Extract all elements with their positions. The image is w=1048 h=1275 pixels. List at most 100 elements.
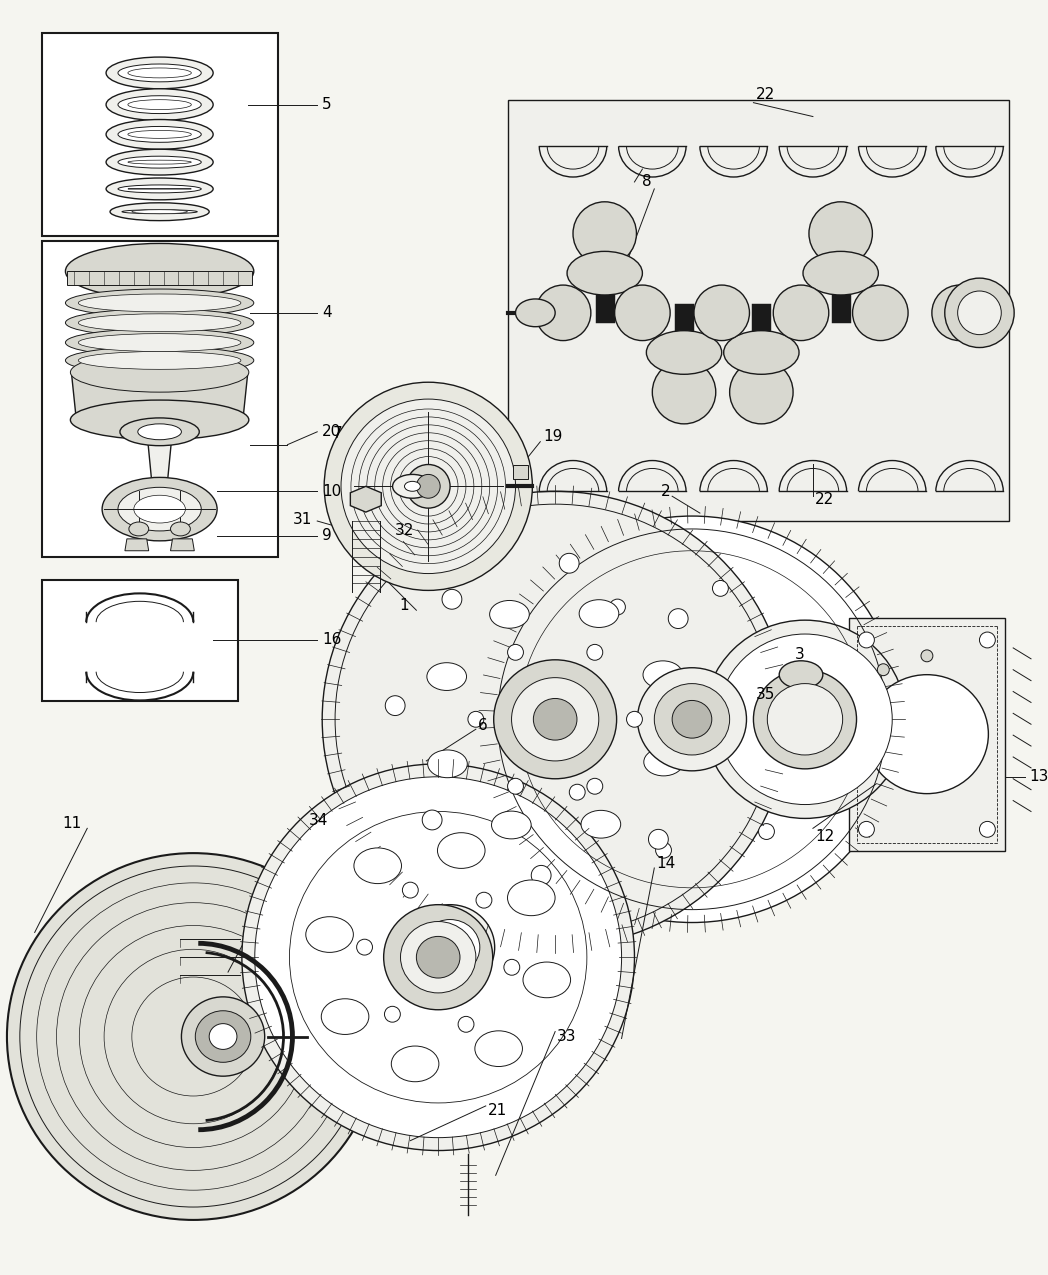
Circle shape: [817, 740, 834, 755]
Circle shape: [560, 553, 580, 574]
Circle shape: [587, 778, 603, 794]
Ellipse shape: [407, 464, 450, 509]
Ellipse shape: [70, 400, 248, 440]
Ellipse shape: [118, 126, 201, 143]
Circle shape: [507, 778, 523, 794]
Ellipse shape: [507, 880, 555, 915]
Ellipse shape: [106, 89, 213, 121]
Ellipse shape: [773, 286, 829, 340]
Ellipse shape: [484, 516, 900, 923]
Text: 5: 5: [322, 97, 332, 112]
Circle shape: [858, 632, 874, 648]
Ellipse shape: [106, 149, 213, 175]
Text: 32: 32: [395, 524, 414, 538]
Ellipse shape: [128, 68, 192, 78]
Ellipse shape: [647, 330, 722, 375]
Circle shape: [610, 599, 626, 615]
Ellipse shape: [729, 361, 793, 423]
Ellipse shape: [580, 599, 618, 627]
Circle shape: [385, 1006, 400, 1023]
Ellipse shape: [102, 477, 217, 541]
Ellipse shape: [494, 659, 616, 779]
Ellipse shape: [79, 352, 241, 370]
Ellipse shape: [511, 677, 598, 761]
Circle shape: [858, 821, 874, 838]
Ellipse shape: [523, 963, 570, 998]
Ellipse shape: [118, 487, 201, 530]
Text: 11: 11: [62, 816, 82, 831]
Ellipse shape: [118, 157, 201, 168]
Text: 8: 8: [642, 175, 652, 190]
Text: 14: 14: [656, 856, 676, 871]
Ellipse shape: [122, 209, 197, 214]
Ellipse shape: [866, 674, 988, 793]
Circle shape: [759, 824, 774, 839]
Ellipse shape: [255, 776, 621, 1137]
Polygon shape: [71, 372, 247, 419]
Ellipse shape: [754, 669, 856, 769]
Ellipse shape: [79, 295, 241, 312]
Ellipse shape: [853, 286, 908, 340]
Circle shape: [476, 892, 492, 908]
Ellipse shape: [118, 185, 201, 193]
Polygon shape: [125, 539, 149, 551]
Ellipse shape: [420, 919, 480, 975]
Ellipse shape: [567, 251, 642, 295]
Ellipse shape: [181, 997, 265, 1076]
Circle shape: [504, 959, 520, 975]
Circle shape: [507, 644, 523, 660]
Ellipse shape: [416, 474, 440, 499]
Circle shape: [649, 829, 669, 849]
Ellipse shape: [405, 482, 420, 491]
Ellipse shape: [637, 668, 746, 771]
Ellipse shape: [118, 64, 201, 82]
Ellipse shape: [79, 314, 241, 332]
Ellipse shape: [129, 521, 149, 536]
Ellipse shape: [306, 917, 353, 952]
Text: 2: 2: [660, 483, 670, 499]
Ellipse shape: [767, 683, 843, 755]
Ellipse shape: [643, 748, 683, 776]
Circle shape: [713, 580, 728, 597]
Bar: [42, 241, 278, 557]
Ellipse shape: [65, 329, 254, 357]
Ellipse shape: [427, 663, 466, 691]
Text: 6: 6: [478, 718, 487, 733]
Ellipse shape: [489, 601, 529, 629]
Ellipse shape: [581, 811, 620, 838]
Text: 19: 19: [543, 430, 563, 444]
Text: 1: 1: [399, 598, 409, 613]
Text: 16: 16: [322, 632, 342, 648]
Circle shape: [980, 632, 996, 648]
Ellipse shape: [341, 399, 516, 574]
Ellipse shape: [322, 491, 788, 947]
Ellipse shape: [704, 620, 907, 819]
Text: 9: 9: [322, 528, 332, 543]
Text: 21: 21: [487, 1103, 507, 1118]
Text: 12: 12: [815, 829, 834, 844]
Circle shape: [458, 1016, 474, 1033]
Ellipse shape: [492, 811, 531, 839]
Ellipse shape: [718, 634, 892, 805]
Ellipse shape: [354, 848, 401, 884]
Text: 13: 13: [1029, 769, 1048, 784]
Text: 34: 34: [309, 813, 329, 827]
Ellipse shape: [672, 700, 712, 738]
Ellipse shape: [437, 833, 485, 868]
Ellipse shape: [79, 334, 241, 352]
Circle shape: [627, 711, 642, 727]
Ellipse shape: [803, 251, 878, 295]
Ellipse shape: [516, 298, 555, 326]
Ellipse shape: [128, 161, 192, 164]
Circle shape: [669, 608, 689, 629]
Circle shape: [386, 696, 406, 715]
Circle shape: [467, 711, 484, 727]
Ellipse shape: [7, 853, 379, 1220]
Ellipse shape: [384, 905, 493, 1010]
Polygon shape: [849, 618, 1005, 852]
Ellipse shape: [573, 201, 636, 265]
Ellipse shape: [428, 750, 467, 778]
Circle shape: [356, 940, 372, 955]
Circle shape: [587, 644, 603, 660]
Ellipse shape: [118, 96, 201, 113]
